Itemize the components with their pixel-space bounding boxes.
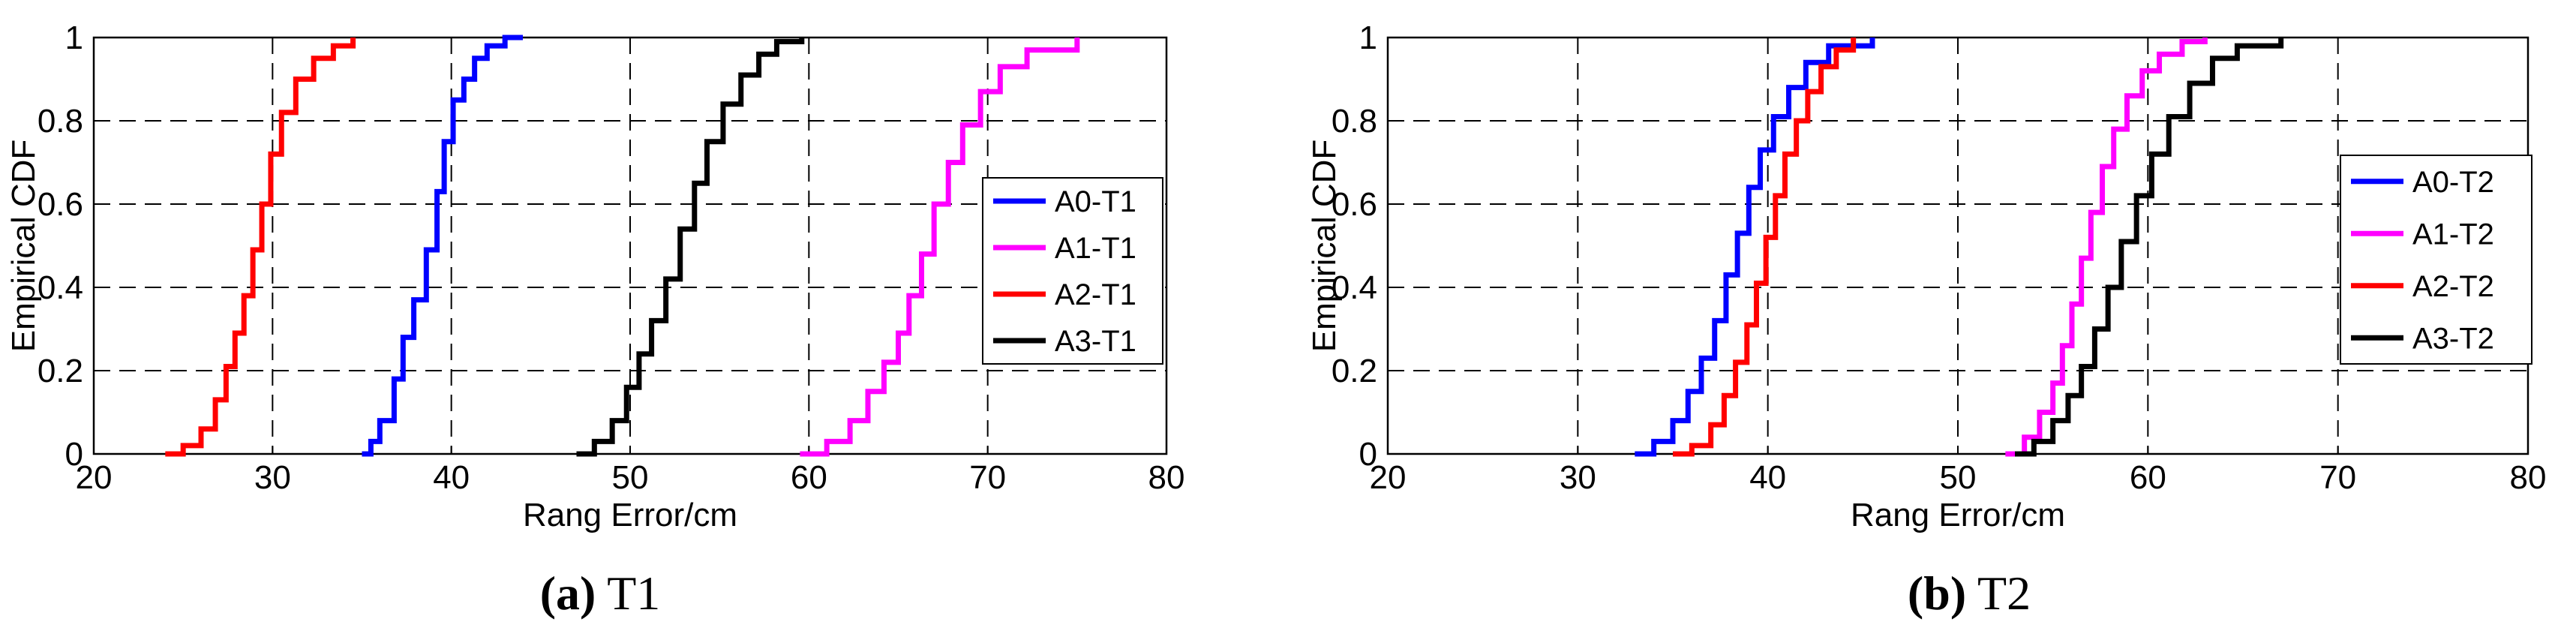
series-line-a3-t1 [576,38,805,457]
series-line-a1-t2 [2005,38,2208,457]
y-tick-label: 1 [1359,20,1377,56]
legend-box [982,177,1163,365]
y-tick-label: 1 [65,20,83,56]
panel-caption: (b) T2 [1908,566,2031,620]
y-tick-label: 0.6 [38,186,83,223]
legend-box [2340,155,2532,365]
x-tick-label: 50 [612,459,649,496]
x-tick-label: 80 [2510,459,2547,496]
y-tick-label: 0 [65,436,83,473]
y-tick-label: 0.8 [1332,103,1377,140]
caption-title: T2 [1966,566,2031,620]
caption-label: (b) [1908,566,1966,620]
x-tick-label: 70 [2319,459,2356,496]
y-tick-label: 0.4 [38,269,83,306]
x-tick-label: 60 [791,459,827,496]
series-line-a1-t1 [800,38,1080,457]
y-tick-label: 0.2 [1332,353,1377,389]
panel-caption: (a) T1 [540,566,661,620]
chart-panel-t1: 20 30 40 50 60 70 80 0 0.2 0.4 0.6 0.8 1 Rang Error/c… [5,20,1184,620]
y-tick-label: 0 [1359,436,1377,473]
x-tick-label: 20 [76,459,113,496]
series-line-a2-t2 [1673,38,1857,457]
series-line-a0-t1 [362,35,523,457]
caption-title: T1 [596,566,660,620]
x-tick-label: 60 [2130,459,2166,496]
x-tick-label: 70 [969,459,1006,496]
x-tick-label: 30 [1560,459,1596,496]
y-tick-label: 0.8 [38,103,83,140]
y-axis-label: Empirical CDF [5,140,42,353]
x-tick-label: 20 [1370,459,1407,496]
x-tick-label: 80 [1148,459,1185,496]
series-line-a2-t1 [165,38,356,457]
legend-label: A0-T2 [2412,166,2494,199]
x-axis-label: Rang Error/cm [1851,497,2065,533]
y-tick-label: 0.6 [1332,186,1377,223]
y-tick-label: 0.4 [1332,269,1377,306]
chart-panel-t2: 20 30 40 50 60 70 80 0 0.2 0.4 0.6 0.8 1 Rang Error/c… [1306,20,2546,620]
legend-label: A1-T2 [2412,218,2494,251]
legend-label: A1-T1 [1055,232,1136,265]
legend-label: A2-T1 [1055,278,1136,311]
caption-label: (a) [540,566,596,620]
y-axis-label: Empirical CDF [1306,140,1343,353]
series-line-a3-t2 [2015,38,2284,457]
legend-label: A3-T1 [1055,325,1136,358]
x-axis-label: Rang Error/cm [523,497,737,533]
x-tick-label: 40 [433,459,470,496]
legend-label: A0-T1 [1055,185,1136,218]
x-tick-label: 40 [1749,459,1786,496]
y-tick-label: 0.2 [38,353,83,389]
legend-label: A3-T2 [2412,322,2494,355]
series-line-a0-t2 [1635,38,1875,457]
x-tick-label: 50 [1940,459,1977,496]
legend-label: A2-T2 [2412,270,2494,303]
x-tick-label: 30 [254,459,291,496]
